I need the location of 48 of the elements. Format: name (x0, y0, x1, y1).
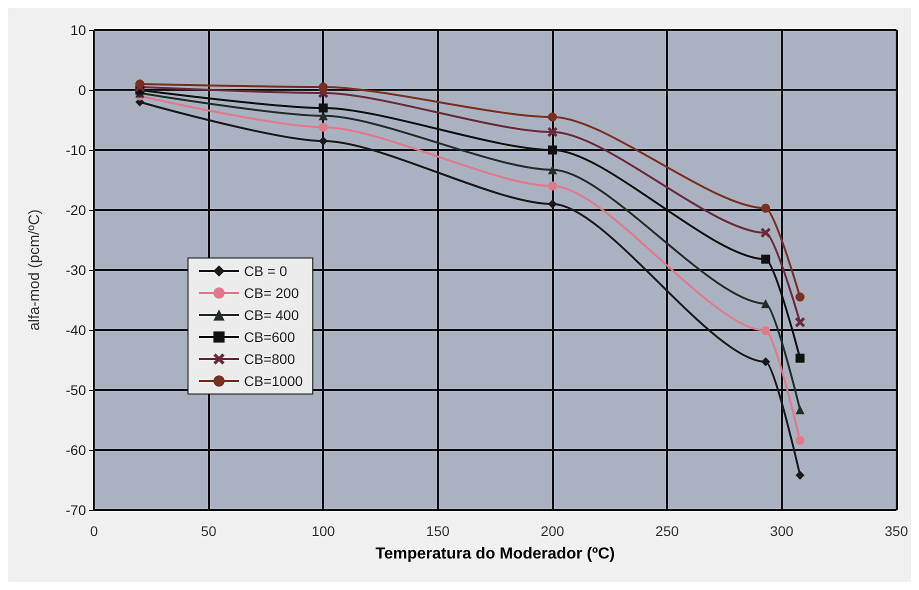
point (760, 228, 771, 238)
x-axis-title: Temperatura do Moderador (ºC) (375, 546, 615, 562)
point (318, 104, 328, 112)
point (796, 354, 805, 363)
point (548, 112, 557, 122)
point (547, 127, 558, 137)
point (796, 470, 805, 480)
point (796, 436, 805, 445)
x-tick-label: 250 (655, 523, 679, 539)
y-tick-label: 0 (78, 82, 86, 98)
y-tick-label: -10 (66, 142, 86, 158)
legend-label: CB=600 (244, 329, 296, 345)
y-tick-label: -60 (66, 442, 86, 458)
x-tick-label: 200 (540, 523, 564, 539)
point (548, 165, 557, 174)
y-tick-label: -50 (66, 382, 86, 398)
y-tick-label: -30 (66, 262, 86, 278)
point (795, 317, 806, 328)
x-tick-label: 50 (200, 523, 217, 539)
legend-label: CB = 0 (244, 263, 288, 279)
y-tick-label: -20 (66, 202, 86, 218)
point (548, 146, 557, 154)
legend-label: CB= 200 (244, 285, 300, 301)
x-tick-label: 100 (312, 523, 336, 539)
point (548, 182, 557, 190)
point (318, 82, 328, 92)
point (761, 299, 770, 308)
point (761, 326, 770, 336)
point (761, 357, 770, 366)
point (135, 80, 144, 88)
y-tick-label: 10 (70, 22, 86, 38)
point (318, 122, 328, 132)
y-axis-title: alfa-mod (pcm/ºC) (26, 209, 43, 331)
legend-label: CB=800 (244, 351, 296, 367)
x-tick-label: 350 (884, 523, 908, 539)
y-tick-label: -70 (66, 502, 86, 518)
legend-label: CB= 400 (244, 307, 300, 323)
point (548, 200, 557, 208)
point (318, 136, 328, 146)
point (761, 204, 770, 213)
x-tick-label: 150 (426, 523, 450, 539)
y-tick-label: -40 (66, 322, 86, 338)
x-tick-label: 0 (90, 523, 98, 539)
legend-label: CB=1000 (244, 373, 303, 389)
point (796, 405, 805, 414)
point (761, 254, 770, 264)
point (796, 292, 805, 302)
x-tick-label: 300 (770, 523, 794, 539)
